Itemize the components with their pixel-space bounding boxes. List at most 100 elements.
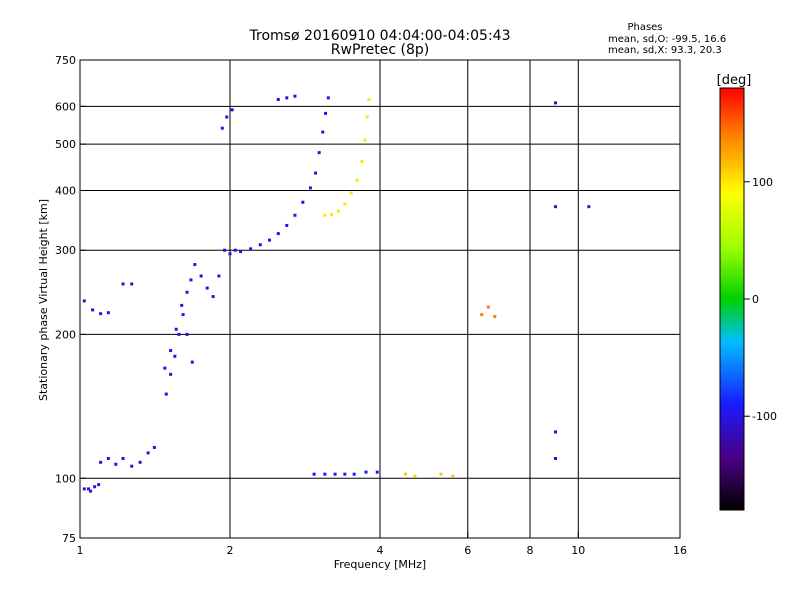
data-point (211, 295, 215, 299)
data-point (163, 366, 167, 370)
data-point (185, 290, 189, 294)
data-point (138, 460, 142, 464)
x-tick-label: 2 (227, 544, 234, 557)
data-point (185, 332, 189, 336)
data-point (130, 282, 134, 286)
data-point (86, 487, 90, 491)
x-tick-label: 6 (464, 544, 471, 557)
data-point (205, 286, 209, 290)
data-point (439, 472, 443, 476)
data-point (323, 213, 327, 217)
data-point (180, 303, 184, 307)
colorbar-tick-label: 0 (752, 293, 759, 306)
data-point (587, 205, 591, 209)
data-point (114, 462, 118, 466)
data-point (308, 186, 312, 190)
data-point (343, 202, 347, 206)
data-point (413, 474, 417, 478)
y-axis: 75 100 200 300 400 500 600 750 (55, 54, 86, 545)
y-tick-label: 750 (55, 54, 76, 67)
legend-entry-x: mean, sd,X: 93.3, 20.3 (608, 45, 722, 56)
y-tick-label: 200 (55, 328, 76, 341)
data-point (285, 96, 289, 100)
data-point (239, 250, 243, 254)
data-point (199, 274, 203, 278)
data-point (326, 96, 330, 100)
data-point (375, 470, 379, 474)
data-point (181, 313, 185, 317)
x-axis-label: Frequency [MHz] (334, 558, 426, 571)
data-point (82, 487, 86, 491)
data-point (121, 282, 125, 286)
colorbar-ticks: -100 0 100 (744, 176, 777, 423)
data-point (486, 305, 490, 309)
x-axis: 1 2 4 6 8 10 16 (77, 532, 687, 557)
y-tick-label: 400 (55, 184, 76, 197)
data-point (106, 456, 110, 460)
colorbar-tick-label: -100 (752, 410, 777, 423)
data-point (82, 299, 86, 303)
data-point (451, 474, 455, 478)
legend: Phases mean, sd,O: -99.5, 16.6 mean, sd,… (608, 22, 726, 56)
data-point (152, 445, 156, 449)
chart-title: Tromsø 20160910 04:04:00-04:05:43 (249, 28, 511, 44)
data-point (553, 101, 557, 105)
colorbar: [deg] -100 0 100 (717, 73, 777, 511)
data-point (130, 464, 134, 468)
data-point (336, 209, 340, 213)
data-point (363, 138, 367, 142)
y-tick-label: 500 (55, 138, 76, 151)
data-point (276, 232, 280, 236)
data-point (403, 472, 407, 476)
data-point (146, 451, 150, 455)
legend-entry-o: mean, sd,O: -99.5, 16.6 (608, 34, 726, 45)
data-point (333, 472, 337, 476)
x-tick-label: 10 (571, 544, 585, 557)
data-point (349, 191, 353, 195)
data-point (99, 312, 103, 316)
chart-subtitle: RwPretec (8p) (331, 42, 429, 58)
data-point (553, 430, 557, 434)
data-point (223, 248, 227, 252)
data-point (324, 111, 328, 115)
data-point (285, 223, 289, 227)
data-point (228, 252, 232, 256)
x-tick-label: 4 (377, 544, 384, 557)
data-point (365, 115, 369, 119)
data-point (321, 130, 325, 134)
data-point (323, 472, 327, 476)
colorbar-gradient (719, 87, 745, 511)
grid-lines (80, 60, 680, 538)
data-point (169, 349, 173, 353)
data-point (233, 248, 237, 252)
data-point (267, 238, 271, 242)
data-point (97, 483, 101, 487)
data-point (173, 354, 177, 358)
data-point (293, 213, 297, 217)
data-points (82, 94, 591, 493)
data-point (312, 472, 316, 476)
y-tick-label: 75 (62, 532, 76, 545)
data-point (553, 205, 557, 209)
data-point (355, 178, 359, 182)
data-point (314, 171, 318, 175)
data-point (169, 372, 173, 376)
data-point (164, 392, 168, 396)
data-point (121, 456, 125, 460)
colorbar-label: [deg] (717, 73, 752, 88)
data-point (91, 308, 95, 312)
data-point (193, 263, 197, 267)
data-point (174, 327, 178, 331)
data-point (301, 200, 305, 204)
data-point (553, 456, 557, 460)
x-tick-label: 8 (527, 544, 534, 557)
data-point (364, 470, 368, 474)
x-tick-label: 16 (673, 544, 687, 557)
data-point (258, 243, 262, 247)
data-point (89, 489, 93, 493)
data-point (343, 472, 347, 476)
data-point (317, 151, 321, 155)
y-tick-label: 100 (55, 472, 76, 485)
data-point (493, 314, 497, 318)
